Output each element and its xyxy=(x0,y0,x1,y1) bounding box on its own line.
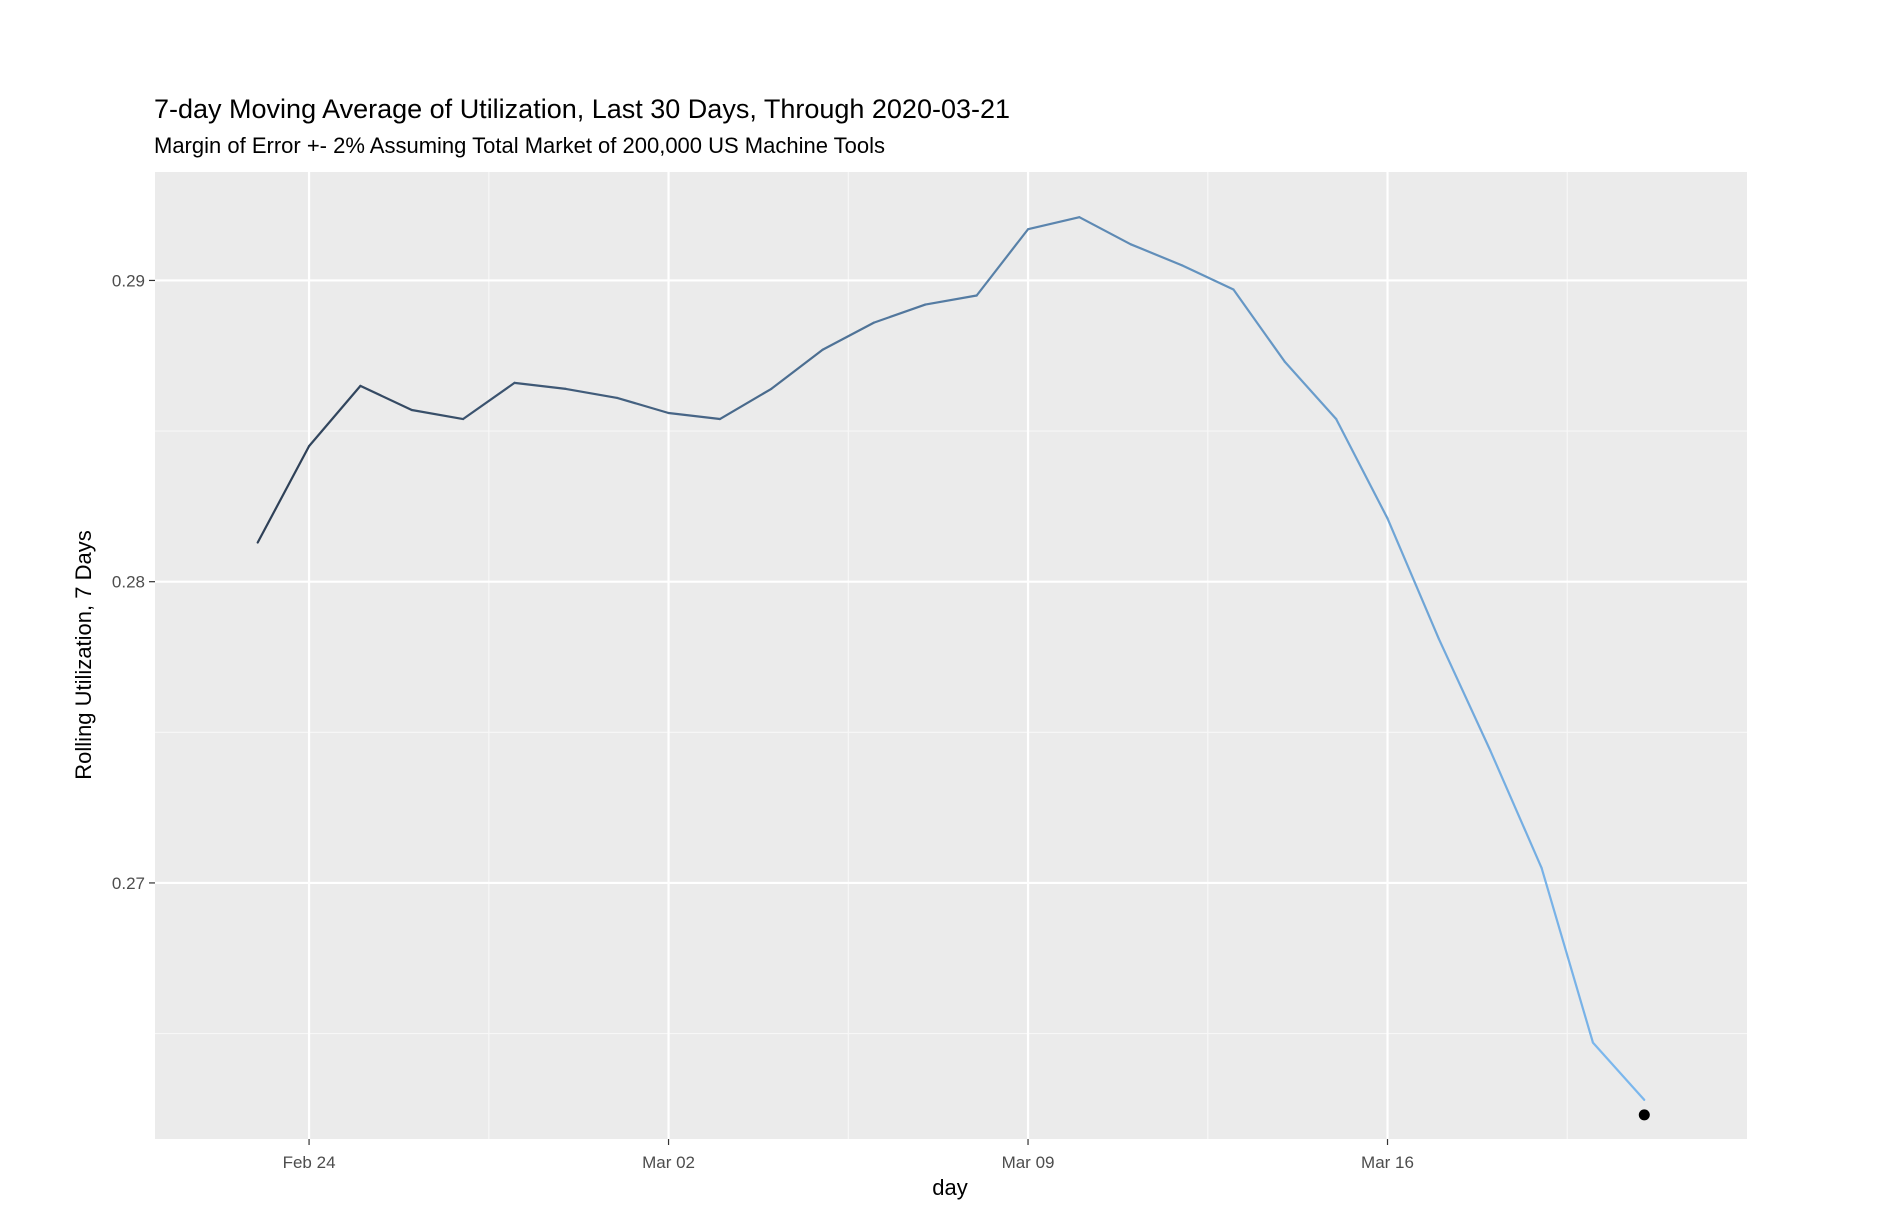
line-segment xyxy=(770,348,824,390)
line-segment xyxy=(1591,1041,1646,1101)
x-tick-label: Feb 24 xyxy=(283,1153,336,1172)
x-tick-label: Mar 09 xyxy=(1002,1153,1055,1172)
x-axis: Feb 24 Mar 02 Mar 09 Mar 16 xyxy=(283,1139,1414,1172)
chart-title: 7-day Moving Average of Utilization, Las… xyxy=(154,94,1010,124)
line-segment xyxy=(462,381,516,421)
y-axis: 0.27 0.28 0.29 xyxy=(112,271,155,893)
line-segment xyxy=(924,294,978,306)
plot-panel xyxy=(155,172,1747,1139)
line-segment xyxy=(1283,360,1338,421)
line-segment xyxy=(1180,264,1235,291)
line-segment xyxy=(616,396,670,415)
line-segment xyxy=(1232,288,1286,363)
line-segment xyxy=(359,384,413,412)
y-tick-label: 0.27 xyxy=(112,874,145,893)
chart-subtitle: Margin of Error +- 2% Assuming Total Mar… xyxy=(154,133,885,158)
data-point xyxy=(1638,1109,1650,1121)
line-segment xyxy=(1386,517,1440,641)
line-segment xyxy=(872,303,927,324)
line-segment xyxy=(821,321,876,351)
line-segment xyxy=(564,387,619,400)
line-segment xyxy=(410,408,465,421)
line-segment xyxy=(718,387,773,421)
line-segment xyxy=(1078,216,1132,246)
last-value-point xyxy=(1638,1109,1650,1121)
line-segment xyxy=(1026,216,1081,231)
y-tick-label: 0.29 xyxy=(112,271,145,290)
x-tick-label: Mar 16 xyxy=(1361,1153,1414,1172)
x-axis-title: day xyxy=(932,1175,967,1200)
utilization-line xyxy=(256,216,1646,1101)
line-segment xyxy=(1540,866,1595,1044)
line-segment xyxy=(307,384,362,448)
y-tick-label: 0.28 xyxy=(112,573,145,592)
major-gridlines xyxy=(155,172,1747,1139)
line-segment xyxy=(256,445,311,544)
line-segment xyxy=(513,381,567,390)
minor-gridlines xyxy=(155,172,1747,1139)
line-segment xyxy=(1437,637,1492,752)
line-segment xyxy=(667,411,722,421)
line-segment xyxy=(1129,243,1184,267)
x-tick-label: Mar 02 xyxy=(642,1153,695,1172)
line-segment xyxy=(1335,417,1389,520)
y-axis-title: Rolling Utilization, 7 Days xyxy=(71,530,96,779)
line-segment xyxy=(1489,749,1543,869)
line-segment xyxy=(975,228,1030,297)
